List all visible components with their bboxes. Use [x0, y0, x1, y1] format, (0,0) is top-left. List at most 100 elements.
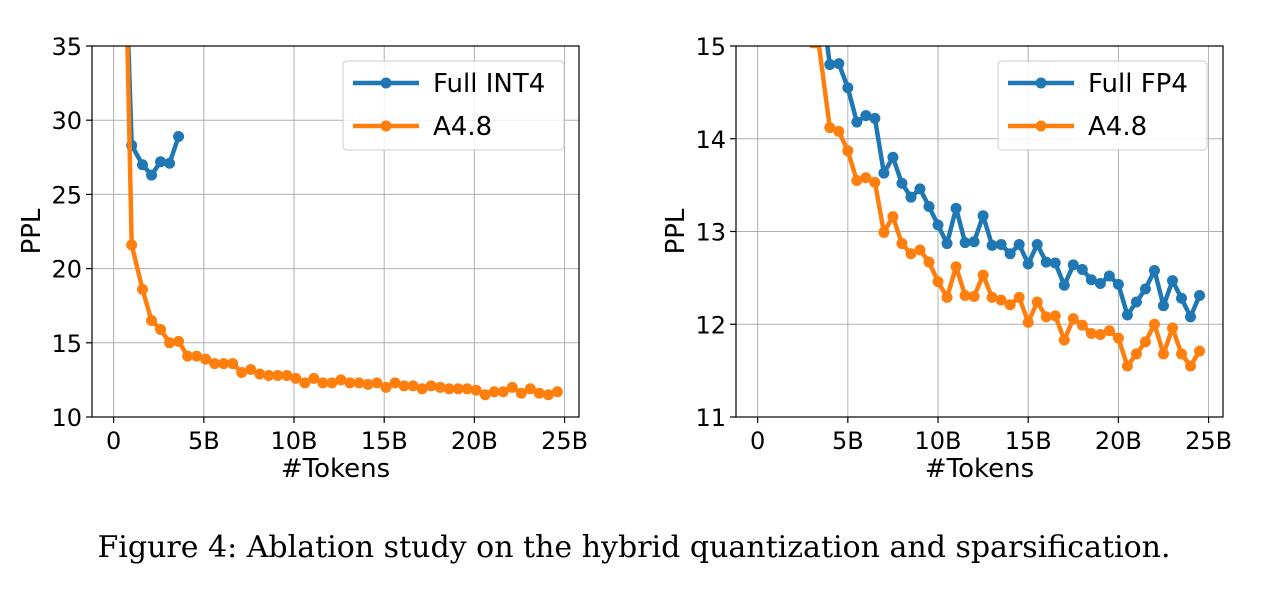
legend-swatch-marker: [1035, 120, 1047, 132]
data-point: [407, 380, 419, 392]
data-point: [959, 289, 971, 301]
data-point: [1121, 360, 1133, 372]
data-point: [290, 372, 302, 384]
data-point: [950, 261, 962, 273]
data-point: [164, 157, 176, 169]
data-point: [308, 372, 320, 384]
x-tick-label: 10B: [271, 427, 318, 455]
y-axis-label: PPL: [661, 208, 691, 254]
data-point: [1058, 279, 1070, 291]
data-point: [887, 211, 899, 223]
legend-swatch-marker: [380, 77, 392, 89]
legend-swatch-marker: [380, 120, 392, 132]
data-point: [452, 383, 464, 395]
x-tick-label: 5B: [188, 427, 220, 455]
data-point: [1085, 274, 1097, 286]
x-tick-label: 25B: [1185, 427, 1232, 455]
data-point: [209, 358, 221, 370]
data-point: [1112, 332, 1124, 344]
data-point: [1103, 270, 1115, 282]
data-point: [1013, 291, 1025, 303]
y-tick-label: 25: [51, 181, 82, 209]
data-point: [887, 151, 899, 163]
data-point: [344, 377, 356, 389]
data-point: [227, 358, 239, 370]
data-point: [878, 226, 890, 238]
data-point: [398, 380, 410, 392]
data-point: [551, 386, 563, 398]
data-point: [542, 389, 554, 401]
data-point: [1148, 318, 1160, 330]
data-point: [1166, 275, 1178, 287]
y-tick-label: 15: [695, 33, 726, 61]
data-point: [137, 283, 149, 295]
data-point: [833, 125, 845, 137]
data-point: [137, 159, 149, 171]
data-point: [1013, 238, 1025, 250]
chart-panel-2: 0 5B 10B 15B 20B 25B 11 12 13 14 15 #Tokens PPL Full …: [661, 33, 1232, 484]
legend-label: A4.8: [433, 112, 492, 142]
data-point: [146, 315, 158, 327]
data-point: [353, 377, 365, 389]
data-point: [842, 145, 854, 157]
data-point: [914, 244, 926, 256]
data-point: [1049, 310, 1061, 322]
data-point: [461, 383, 473, 395]
data-point: [155, 156, 167, 168]
data-point: [851, 174, 863, 186]
y-tick-label: 30: [51, 107, 82, 135]
data-point: [281, 369, 293, 381]
legend-label: A4.8: [1088, 112, 1147, 142]
data-point: [977, 210, 989, 222]
x-tick-label: 0: [750, 427, 765, 455]
data-point: [842, 82, 854, 94]
data-point: [995, 238, 1007, 250]
y-tick-label: 10: [51, 404, 82, 432]
data-point: [986, 291, 998, 303]
x-axis-label: #Tokens: [281, 454, 390, 484]
x-tick-label: 25B: [541, 427, 588, 455]
plot-area: [125, 46, 563, 401]
chart-panel-1: 0 5B 10B 15B 20B 25B 10 15 20 25 30 35 #Tokens PPL Ful…: [17, 33, 588, 484]
data-point: [1185, 311, 1197, 323]
legend-swatch-marker: [1035, 77, 1047, 89]
data-point: [1130, 348, 1142, 360]
data-point: [959, 237, 971, 249]
data-point: [245, 364, 257, 376]
data-point: [914, 183, 926, 195]
data-point: [263, 369, 275, 381]
series-line-2: [125, 46, 560, 397]
data-point: [299, 377, 311, 389]
data-point: [923, 256, 935, 268]
data-point: [824, 122, 836, 134]
data-point: [995, 294, 1007, 306]
data-point: [1148, 264, 1160, 276]
y-tick-label: 15: [51, 330, 82, 358]
data-point: [851, 116, 863, 128]
data-point: [986, 239, 998, 251]
y-tick-label: 20: [51, 256, 82, 284]
x-tick-label: 5B: [832, 427, 864, 455]
data-point: [1022, 258, 1034, 270]
y-tick-label: 12: [695, 311, 726, 339]
data-point: [236, 366, 248, 378]
data-point: [362, 378, 374, 390]
legend-label: Full INT4: [433, 69, 545, 99]
data-point: [524, 383, 536, 395]
data-point: [1139, 283, 1151, 295]
legend-label: Full FP4: [1088, 69, 1188, 99]
legend: Full FP4 A4.8: [997, 60, 1208, 151]
data-point: [191, 350, 203, 362]
data-point: [932, 276, 944, 288]
data-point: [1067, 313, 1079, 325]
data-point: [968, 290, 980, 302]
data-point: [389, 377, 401, 389]
data-point: [1004, 299, 1016, 311]
data-point: [218, 358, 230, 370]
data-point: [533, 387, 545, 399]
data-point: [869, 112, 881, 124]
y-tick-label: 35: [51, 33, 82, 61]
data-point: [896, 177, 908, 189]
data-point: [380, 381, 392, 393]
